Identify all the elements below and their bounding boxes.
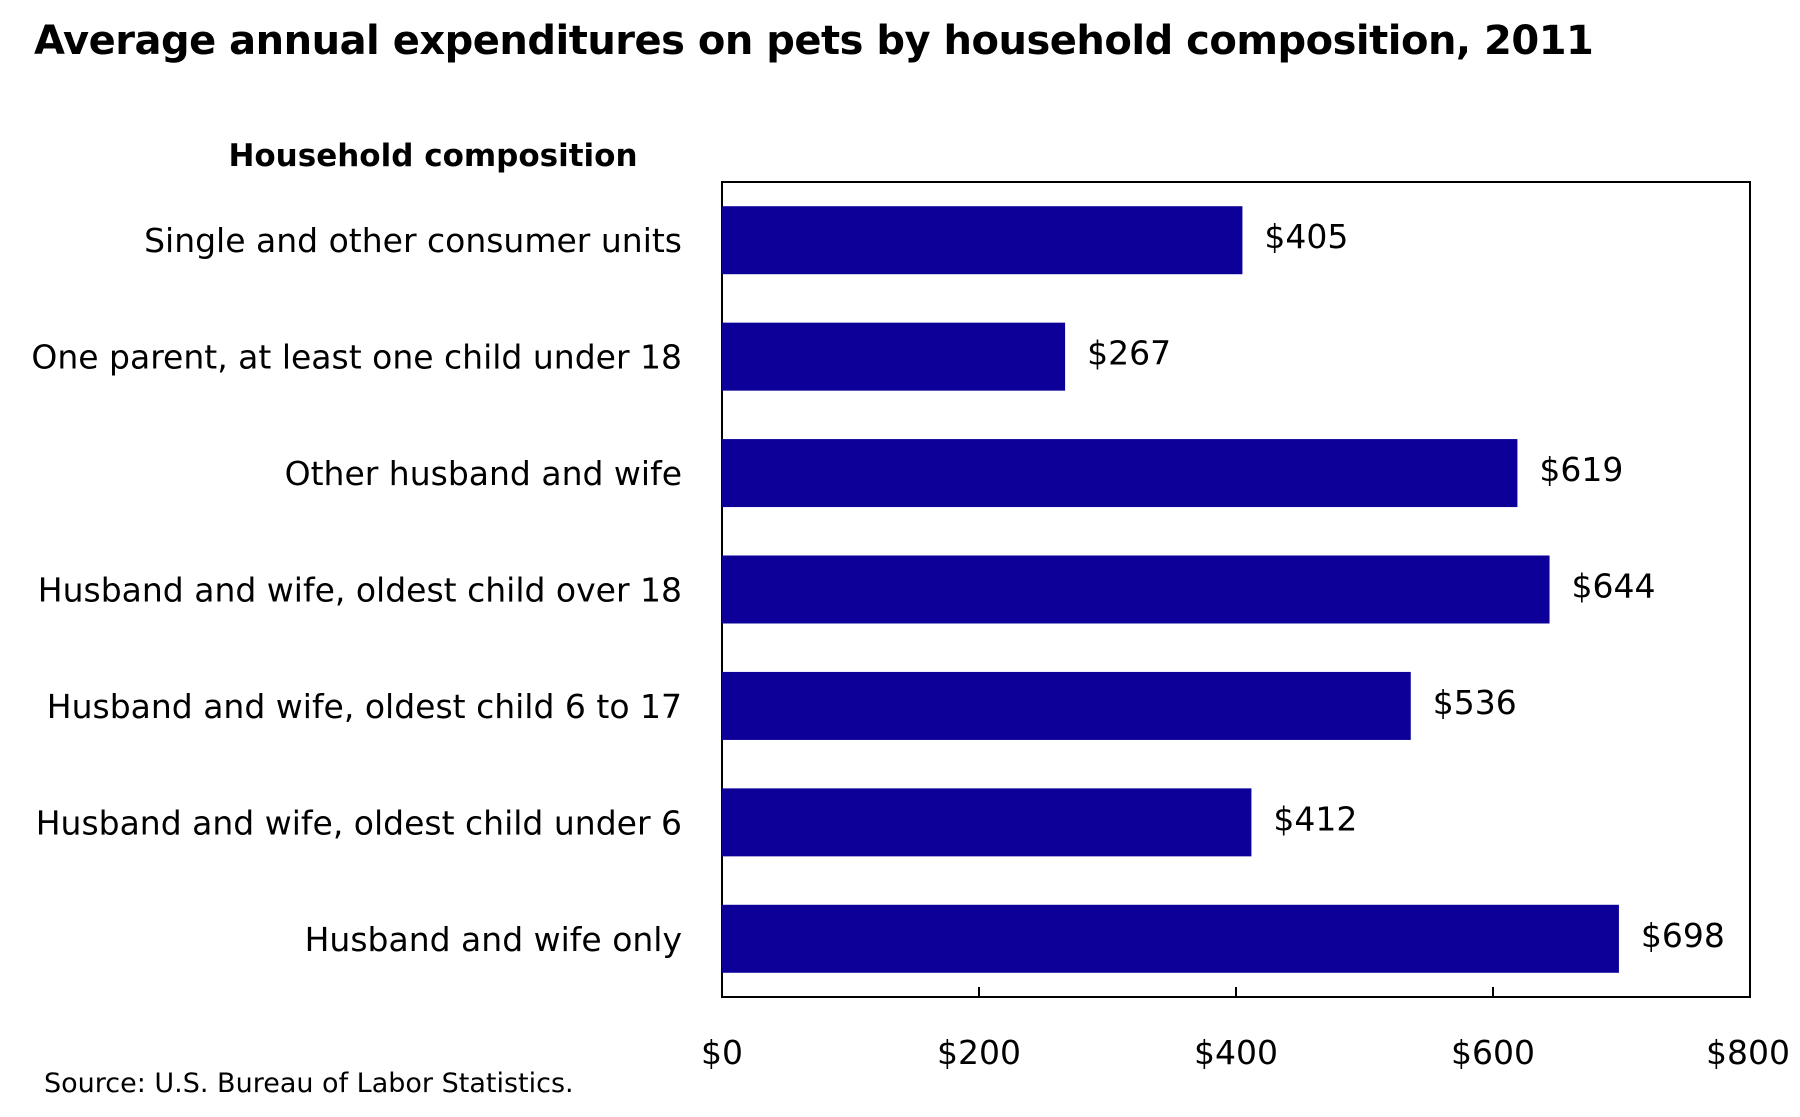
data-label: $698 bbox=[1641, 916, 1725, 955]
x-tick-label: $400 bbox=[1194, 1033, 1278, 1072]
bar bbox=[722, 439, 1518, 508]
x-tick-label: $800 bbox=[1706, 1033, 1790, 1072]
x-tick-label: $600 bbox=[1451, 1033, 1535, 1072]
category-label: Husband and wife, oldest child under 6 bbox=[36, 803, 682, 842]
chart-title: Average annual expenditures on pets by h… bbox=[34, 18, 1594, 64]
bars-group bbox=[722, 206, 1619, 973]
category-label: One parent, at least one child under 18 bbox=[31, 338, 682, 377]
bar bbox=[722, 322, 1066, 391]
bar bbox=[722, 206, 1243, 275]
bar bbox=[722, 904, 1619, 973]
category-label: Husband and wife, oldest child over 18 bbox=[38, 571, 682, 610]
data-label: $536 bbox=[1433, 683, 1517, 722]
bar bbox=[722, 555, 1550, 624]
data-label: $644 bbox=[1572, 567, 1656, 606]
category-label: Single and other consumer units bbox=[144, 221, 682, 260]
y-axis-title: Household composition bbox=[228, 138, 637, 174]
data-label: $267 bbox=[1087, 334, 1171, 373]
data-label: $619 bbox=[1539, 450, 1623, 489]
x-axis-ticks-group: $0 $200 $400 $600 $800 bbox=[701, 987, 1790, 1072]
source-note: Source: U.S. Bureau of Labor Statistics. bbox=[44, 1068, 574, 1099]
category-label: Husband and wife only bbox=[305, 920, 682, 959]
x-tick-label: $200 bbox=[937, 1033, 1021, 1072]
x-tick-label: $0 bbox=[701, 1033, 743, 1072]
data-label: $405 bbox=[1264, 217, 1348, 256]
data-label: $412 bbox=[1273, 799, 1357, 838]
category-label: Other husband and wife bbox=[285, 454, 682, 493]
category-label: Husband and wife, oldest child 6 to 17 bbox=[47, 687, 682, 726]
category-labels-group: Single and other consumer units One paren… bbox=[31, 221, 682, 959]
bar bbox=[722, 788, 1252, 857]
value-labels-group: $405 $267 $619 $644 $536 $412 $698 bbox=[1087, 217, 1725, 955]
bar bbox=[722, 671, 1411, 740]
